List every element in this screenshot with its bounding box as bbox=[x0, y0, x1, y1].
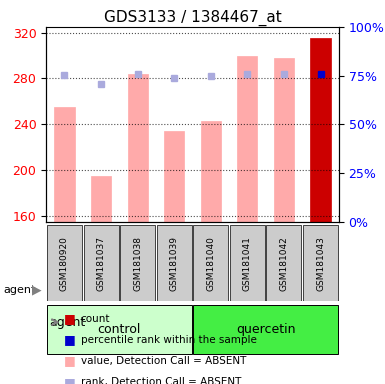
Text: ▶: ▶ bbox=[32, 283, 42, 296]
FancyBboxPatch shape bbox=[120, 225, 155, 301]
Text: GSM181039: GSM181039 bbox=[170, 236, 179, 291]
FancyBboxPatch shape bbox=[193, 305, 338, 354]
Bar bbox=[237, 56, 258, 222]
Text: GSM181040: GSM181040 bbox=[206, 236, 215, 291]
FancyBboxPatch shape bbox=[157, 225, 192, 301]
Text: GSM181042: GSM181042 bbox=[280, 236, 288, 291]
Text: agent: agent bbox=[4, 285, 36, 295]
Text: ■: ■ bbox=[64, 354, 75, 367]
FancyBboxPatch shape bbox=[303, 225, 338, 301]
Text: agent: agent bbox=[49, 316, 85, 329]
Text: ■: ■ bbox=[64, 333, 75, 346]
Text: quercetin: quercetin bbox=[236, 323, 295, 336]
Bar bbox=[201, 121, 221, 222]
Text: ■: ■ bbox=[64, 376, 75, 384]
FancyBboxPatch shape bbox=[193, 225, 228, 301]
Text: GSM181037: GSM181037 bbox=[97, 236, 105, 291]
Title: GDS3133 / 1384467_at: GDS3133 / 1384467_at bbox=[104, 9, 281, 25]
Bar bbox=[310, 38, 331, 222]
Text: rank, Detection Call = ABSENT: rank, Detection Call = ABSENT bbox=[81, 377, 241, 384]
Bar bbox=[127, 74, 148, 222]
FancyBboxPatch shape bbox=[266, 225, 301, 301]
Text: ■: ■ bbox=[64, 312, 75, 325]
Text: count: count bbox=[81, 314, 110, 324]
Text: percentile rank within the sample: percentile rank within the sample bbox=[81, 335, 257, 345]
Bar bbox=[164, 131, 184, 222]
FancyBboxPatch shape bbox=[47, 305, 192, 354]
FancyBboxPatch shape bbox=[230, 225, 265, 301]
Text: GSM180920: GSM180920 bbox=[60, 236, 69, 291]
Bar bbox=[91, 176, 111, 222]
Bar bbox=[274, 58, 294, 222]
Text: control: control bbox=[98, 323, 141, 336]
Text: value, Detection Call = ABSENT: value, Detection Call = ABSENT bbox=[81, 356, 246, 366]
FancyBboxPatch shape bbox=[47, 225, 82, 301]
Text: GSM181043: GSM181043 bbox=[316, 236, 325, 291]
Text: GSM181041: GSM181041 bbox=[243, 236, 252, 291]
Text: GSM181038: GSM181038 bbox=[133, 236, 142, 291]
FancyBboxPatch shape bbox=[84, 225, 119, 301]
Bar bbox=[54, 107, 75, 222]
